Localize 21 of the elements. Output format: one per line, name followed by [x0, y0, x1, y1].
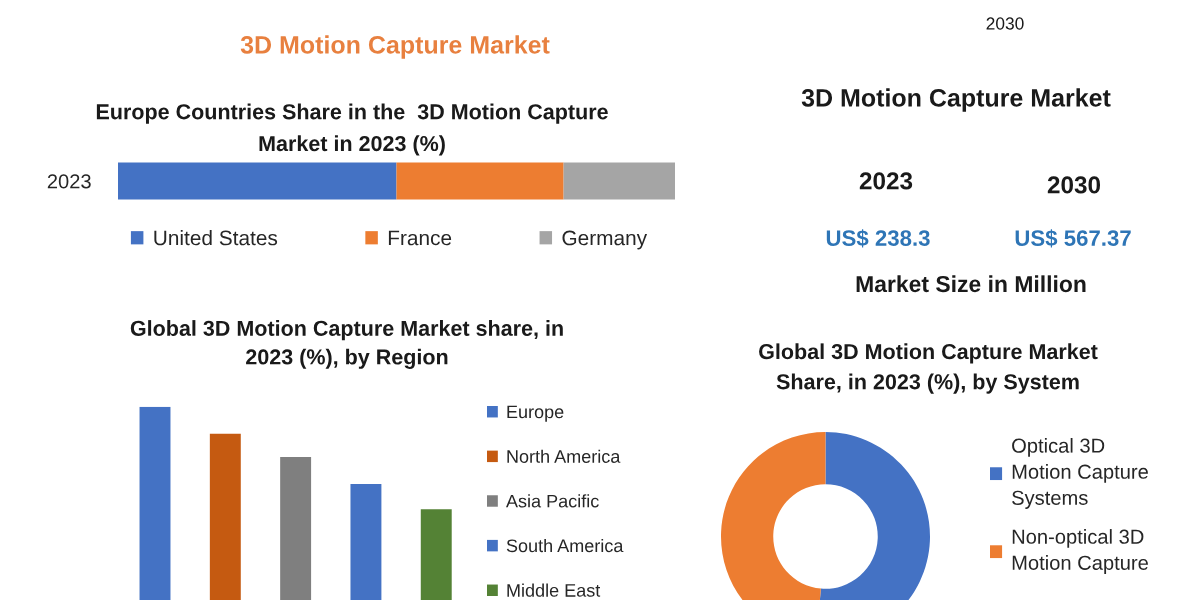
legend-label: Non-optical 3D Motion Capture	[1012, 529, 1148, 574]
legend-label: North America	[507, 449, 621, 463]
legend-label: Optical 3D Motion Capture Systems	[1012, 438, 1148, 509]
legend-label: France	[388, 230, 452, 246]
text: 2030	[1047, 176, 1101, 194]
legend-label: Middle East	[507, 583, 601, 597]
legend-label: United States	[154, 230, 278, 246]
text: 3D Motion Capture Market	[240, 35, 550, 59]
legend-label: Germany	[562, 230, 648, 250]
legend-label: Asia Pacific	[505, 494, 599, 508]
text: 2030	[986, 17, 1024, 30]
text: Market Size in Million	[856, 275, 1086, 293]
chart-title: Europe Countries Share in the 3D Motion Capture Market in 2023 (%)	[96, 103, 608, 156]
text: 3D Motion Capture Market	[801, 88, 1111, 112]
chart-title: Global 3D Motion Capture Market share, in 2023 (%), by Region	[130, 320, 563, 369]
text: 2023	[47, 174, 91, 189]
text: US$ 567.37	[1015, 229, 1131, 248]
chart-title: Global 3D Motion Capture Market Share, in 2023 (%), by System	[759, 343, 1098, 394]
text: US$ 238.3	[826, 229, 930, 248]
legend-label: Europe	[507, 405, 564, 422]
legend-label: South America	[506, 538, 624, 553]
